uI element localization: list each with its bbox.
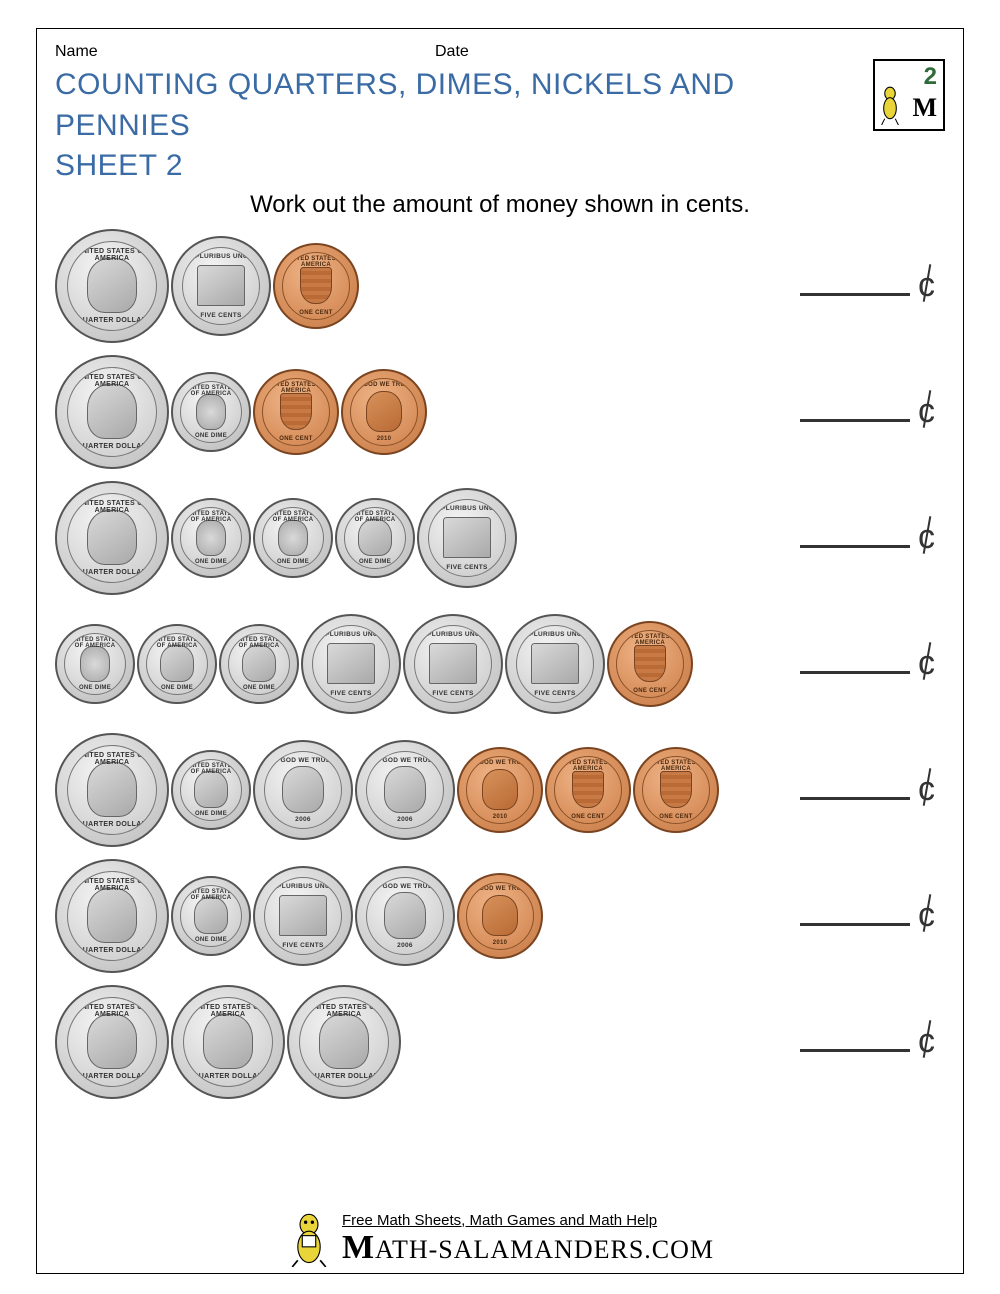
blank-line[interactable] (800, 666, 910, 674)
cent-symbol-icon (918, 770, 935, 809)
coin-group: UNITED STATES OF AMERICAQUARTER DOLLARUN… (55, 859, 800, 973)
footer-rest: ATH-SALAMANDERS.COM (375, 1235, 714, 1264)
quarter-coin-front: UNITED STATES OF AMERICAQUARTER DOLLAR (171, 985, 285, 1099)
title-line-2: SHEET 2 (55, 149, 183, 182)
penny-coin-front: IN GOD WE TRUST2010 (457, 747, 543, 833)
dime-coin-front: UNITED STATES OF AMERICAONE DIME (171, 750, 251, 830)
nickel-coin-back: E PLURIBUS UNUMFIVE CENTS (171, 236, 271, 336)
blank-line[interactable] (800, 288, 910, 296)
cent-symbol-icon (918, 392, 935, 431)
salamander-footer-icon (286, 1211, 332, 1267)
cent-symbol-icon (918, 644, 935, 683)
coin-group: UNITED STATES OF AMERICAONE DIMEUNITED S… (55, 614, 800, 714)
quarter-coin-front: UNITED STATES OF AMERICAQUARTER DOLLAR (55, 229, 169, 343)
title-line-1: COUNTING QUARTERS, DIMES, NICKELS AND PE… (55, 68, 735, 142)
dime-coin-back: UNITED STATES OF AMERICAONE DIME (171, 372, 251, 452)
nickel-coin-front: IN GOD WE TRUST2006 (355, 740, 455, 840)
penny-coin-back: UNITED STATES OF AMERICAONE CENT (253, 369, 339, 455)
quarter-coin-front: UNITED STATES OF AMERICAQUARTER DOLLAR (55, 481, 169, 595)
footer: Free Math Sheets, Math Games and Math He… (37, 1211, 963, 1267)
problem-rows: UNITED STATES OF AMERICAQUARTER DOLLARE … (55, 229, 945, 1099)
penny-coin-front: IN GOD WE TRUST2010 (341, 369, 427, 455)
answer-blank[interactable] (800, 770, 935, 809)
dime-coin-front: UNITED STATES OF AMERICAONE DIME (171, 876, 251, 956)
header-row: COUNTING QUARTERS, DIMES, NICKELS AND PE… (55, 65, 945, 187)
cent-symbol-icon (918, 1022, 935, 1061)
name-label: Name (55, 43, 435, 61)
blank-line[interactable] (800, 414, 910, 422)
problem-row: UNITED STATES OF AMERICAQUARTER DOLLARE … (55, 229, 945, 343)
penny-coin-front: IN GOD WE TRUST2010 (457, 873, 543, 959)
coin-group: UNITED STATES OF AMERICAQUARTER DOLLARUN… (55, 985, 800, 1099)
grade-badge: 2 M (873, 59, 945, 131)
dime-coin-front: UNITED STATES OF AMERICAONE DIME (137, 624, 217, 704)
problem-row: UNITED STATES OF AMERICAQUARTER DOLLARUN… (55, 481, 945, 595)
coin-group: UNITED STATES OF AMERICAQUARTER DOLLARE … (55, 229, 800, 343)
coin-group: UNITED STATES OF AMERICAQUARTER DOLLARUN… (55, 733, 800, 847)
dime-coin-front: UNITED STATES OF AMERICAONE DIME (219, 624, 299, 704)
problem-row: UNITED STATES OF AMERICAQUARTER DOLLARUN… (55, 859, 945, 973)
quarter-coin-front: UNITED STATES OF AMERICAQUARTER DOLLAR (287, 985, 401, 1099)
dime-coin-back: UNITED STATES OF AMERICAONE DIME (253, 498, 333, 578)
footer-m: M (342, 1229, 375, 1266)
cent-symbol-icon (918, 896, 935, 935)
penny-coin-back: UNITED STATES OF AMERICAONE CENT (545, 747, 631, 833)
blank-line[interactable] (800, 1044, 910, 1052)
problem-row: UNITED STATES OF AMERICAQUARTER DOLLARUN… (55, 985, 945, 1099)
coin-group: UNITED STATES OF AMERICAQUARTER DOLLARUN… (55, 355, 800, 469)
answer-blank[interactable] (800, 392, 935, 431)
blank-line[interactable] (800, 540, 910, 548)
instruction-text: Work out the amount of money shown in ce… (55, 191, 945, 219)
answer-blank[interactable] (800, 896, 935, 935)
penny-coin-back: UNITED STATES OF AMERICAONE CENT (633, 747, 719, 833)
footer-text: Free Math Sheets, Math Games and Math He… (342, 1212, 714, 1267)
m-logo-icon: M (912, 93, 937, 123)
salamander-icon (879, 83, 901, 125)
grade-number: 2 (924, 63, 937, 91)
blank-line[interactable] (800, 918, 910, 926)
nickel-coin-back: E PLURIBUS UNUMFIVE CENTS (301, 614, 401, 714)
nickel-coin-back: E PLURIBUS UNUMFIVE CENTS (505, 614, 605, 714)
top-labels: Name Date (55, 43, 945, 61)
nickel-coin-front: IN GOD WE TRUST2006 (253, 740, 353, 840)
answer-blank[interactable] (800, 1022, 935, 1061)
coin-group: UNITED STATES OF AMERICAQUARTER DOLLARUN… (55, 481, 800, 595)
problem-row: UNITED STATES OF AMERICAQUARTER DOLLARUN… (55, 733, 945, 847)
answer-blank[interactable] (800, 266, 935, 305)
nickel-coin-back: E PLURIBUS UNUMFIVE CENTS (403, 614, 503, 714)
blank-line[interactable] (800, 792, 910, 800)
dime-coin-back: UNITED STATES OF AMERICAONE DIME (171, 498, 251, 578)
answer-blank[interactable] (800, 644, 935, 683)
nickel-coin-front: IN GOD WE TRUST2006 (355, 866, 455, 966)
worksheet-title: COUNTING QUARTERS, DIMES, NICKELS AND PE… (55, 65, 873, 187)
nickel-coin-back: E PLURIBUS UNUMFIVE CENTS (253, 866, 353, 966)
quarter-coin-front: UNITED STATES OF AMERICAQUARTER DOLLAR (55, 733, 169, 847)
dime-coin-front: UNITED STATES OF AMERICAONE DIME (335, 498, 415, 578)
date-label: Date (435, 43, 469, 61)
footer-line-1: Free Math Sheets, Math Games and Math He… (342, 1212, 714, 1229)
dime-coin-back: UNITED STATES OF AMERICAONE DIME (55, 624, 135, 704)
answer-blank[interactable] (800, 518, 935, 557)
footer-line-2: MATH-SALAMANDERS.COM (342, 1229, 714, 1267)
nickel-coin-back: E PLURIBUS UNUMFIVE CENTS (417, 488, 517, 588)
cent-symbol-icon (918, 266, 935, 305)
penny-coin-back: UNITED STATES OF AMERICAONE CENT (607, 621, 693, 707)
cent-symbol-icon (918, 518, 935, 557)
quarter-coin-front: UNITED STATES OF AMERICAQUARTER DOLLAR (55, 985, 169, 1099)
problem-row: UNITED STATES OF AMERICAQUARTER DOLLARUN… (55, 355, 945, 469)
penny-coin-back: UNITED STATES OF AMERICAONE CENT (273, 243, 359, 329)
quarter-coin-front: UNITED STATES OF AMERICAQUARTER DOLLAR (55, 859, 169, 973)
quarter-coin-front: UNITED STATES OF AMERICAQUARTER DOLLAR (55, 355, 169, 469)
worksheet-frame: Name Date COUNTING QUARTERS, DIMES, NICK… (36, 28, 964, 1274)
problem-row: UNITED STATES OF AMERICAONE DIMEUNITED S… (55, 607, 945, 721)
